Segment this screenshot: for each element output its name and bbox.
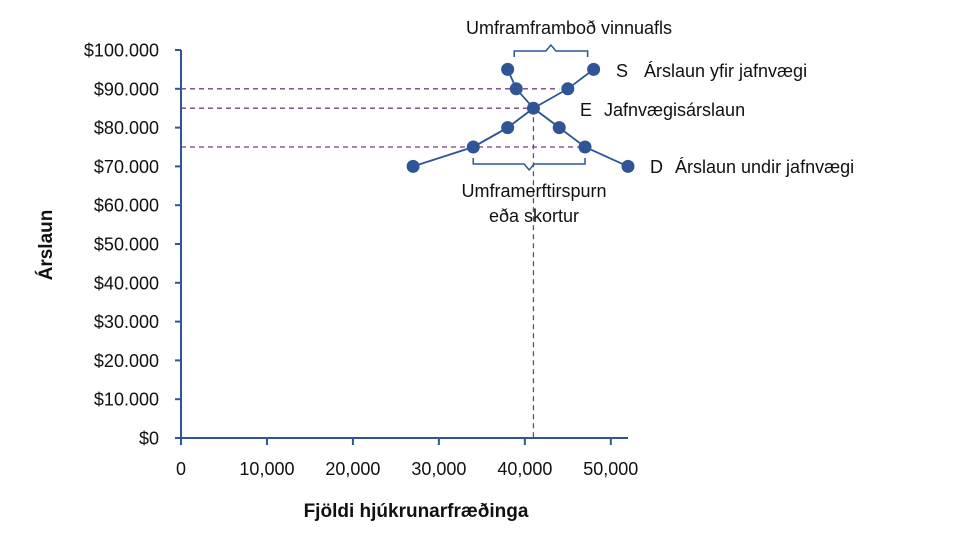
data-point — [621, 159, 635, 173]
e-annotation: Jafnvægisárslaun — [604, 100, 745, 120]
y-axis-title: Árslaun — [35, 210, 57, 281]
y-tick-label: $30.000 — [94, 312, 159, 332]
x-tick-label: 30,000 — [411, 459, 466, 479]
y-tick-label: $20.000 — [94, 351, 159, 371]
y-tick-label: $60.000 — [94, 196, 159, 216]
shortage-annotation-line1: Umframerftirspurn — [461, 181, 606, 201]
y-tick-label: $70.000 — [94, 157, 159, 177]
x-axis-ticks: 0 10,000 20,000 30,000 40,000 50,000 — [176, 438, 638, 479]
data-point — [509, 82, 523, 96]
s-annotation: Árslaun yfir jafnvægi — [644, 61, 807, 81]
data-point — [561, 82, 575, 96]
y-tick-label: $100.000 — [84, 41, 159, 61]
y-tick-label: $50.000 — [94, 235, 159, 255]
y-tick-label: $90.000 — [94, 79, 159, 99]
series-line-D — [412, 107, 629, 168]
series-points — [406, 62, 635, 173]
x-axis-title: Fjöldi hjúkrunarfræðinga — [304, 501, 529, 522]
data-point — [526, 101, 540, 115]
data-point — [552, 121, 566, 135]
d-letter: D — [650, 157, 663, 177]
x-tick-label: 10,000 — [239, 459, 294, 479]
top-annotation: Umframframboð vinnuafls — [466, 18, 672, 38]
shortage-annotation-line2: eða skortur — [489, 206, 579, 226]
s-letter: S — [616, 61, 628, 81]
data-point — [466, 140, 480, 154]
excess-supply-brace — [513, 43, 589, 57]
data-point — [587, 62, 601, 76]
data-point — [501, 62, 515, 76]
data-point — [406, 159, 420, 173]
braces — [472, 43, 589, 172]
y-tick-label: $10.000 — [94, 390, 159, 410]
x-tick-label: 20,000 — [325, 459, 380, 479]
guide-lines — [181, 88, 594, 438]
shortage-brace — [472, 158, 586, 172]
e-letter: E — [580, 100, 592, 120]
series-line-2 — [506, 69, 560, 129]
y-tick-label: $80.000 — [94, 118, 159, 138]
y-tick-label: $40.000 — [94, 273, 159, 293]
x-tick-label: 0 — [176, 459, 186, 479]
x-tick-label: 40,000 — [497, 459, 552, 479]
y-tick-label: $0 — [139, 429, 159, 449]
data-point — [578, 140, 592, 154]
d-annotation: Árslaun undir jafnvægi — [675, 157, 854, 177]
data-point — [501, 121, 515, 135]
x-tick-label: 50,000 — [583, 459, 638, 479]
y-axis-ticks: $0 $10.000 $20.000 $30.000 $40.000 $50.000 $60… — [84, 41, 181, 449]
